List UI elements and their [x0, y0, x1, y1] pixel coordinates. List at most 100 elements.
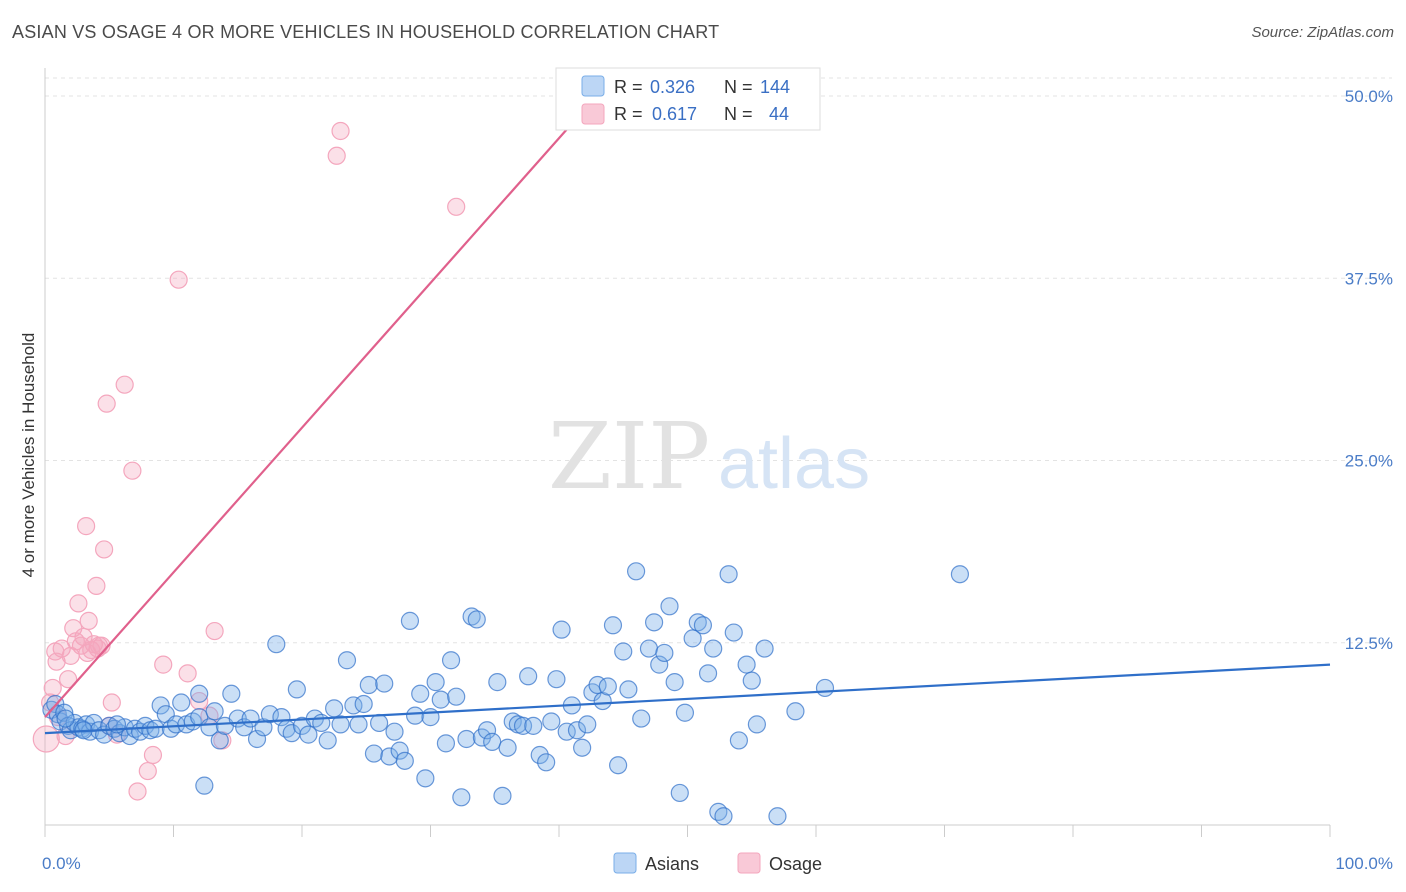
osage-point	[154, 655, 173, 674]
asian-point	[603, 616, 623, 635]
asian-point	[299, 725, 318, 744]
asian-point	[755, 639, 774, 658]
osage-point	[331, 121, 350, 141]
legend-top: R = 0.326 N = 144 R = 0.617 N = 44	[555, 67, 821, 131]
asian-point	[462, 607, 481, 626]
asian-point	[609, 756, 628, 775]
asian-point	[416, 769, 435, 788]
asian-point	[318, 731, 337, 750]
y-axis-title: 4 or more Vehicles in Household	[19, 333, 38, 578]
asian-point	[698, 664, 718, 683]
asian-point	[815, 678, 835, 698]
asian-point	[405, 706, 425, 725]
y-tick-label-3: 50.0%	[1345, 87, 1393, 106]
asian-points	[42, 562, 970, 826]
asian-point	[375, 674, 394, 693]
asian-point	[519, 667, 538, 686]
asian-point	[151, 696, 170, 715]
asian-point	[354, 694, 373, 714]
legend-r-value-osage: 0.617	[652, 104, 697, 124]
osage-point	[43, 678, 62, 698]
asian-point	[493, 786, 512, 805]
y-tick-labels: 12.5% 25.0% 37.5% 50.0%	[1345, 87, 1393, 653]
osage-point	[178, 664, 197, 683]
chart-title: ASIAN VS OSAGE 4 OR MORE VEHICLES IN HOU…	[12, 22, 720, 42]
y-tick-label-2: 37.5%	[1345, 269, 1393, 288]
legend-bottom-label-asians: Asians	[645, 854, 699, 874]
osage-point	[327, 146, 346, 165]
legend-bottom-swatch-asians	[613, 852, 637, 874]
asian-point	[693, 616, 713, 635]
osage-point	[69, 594, 88, 613]
asian-point	[719, 565, 738, 584]
asian-point	[724, 623, 743, 642]
asian-point	[537, 753, 556, 772]
asian-point	[530, 745, 549, 765]
asian-point	[426, 673, 445, 692]
osage-point	[78, 643, 97, 663]
legend-n-label-asians: N =	[724, 77, 753, 97]
asian-point	[552, 620, 571, 639]
asian-point	[370, 713, 389, 733]
asian-point	[729, 731, 749, 750]
legend-n-label-osage: N =	[724, 104, 753, 124]
asian-point	[337, 651, 357, 670]
asian-point	[467, 610, 486, 629]
asian-point	[146, 719, 165, 738]
asian-point	[312, 713, 331, 733]
osage-point	[115, 375, 134, 394]
asian-point	[670, 783, 689, 803]
asian-point	[411, 684, 430, 703]
osage-point	[87, 576, 106, 595]
axes	[44, 68, 1331, 837]
osage-point	[169, 270, 188, 289]
watermark-atlas: atlas	[718, 424, 870, 504]
trend-line-osage	[44, 128, 568, 718]
osage-point	[102, 693, 121, 712]
asian-point	[768, 807, 787, 826]
asian-point	[452, 788, 471, 807]
asian-point	[567, 721, 587, 740]
asian-point	[483, 732, 502, 751]
asian-point	[655, 643, 674, 663]
asian-point	[172, 693, 191, 712]
asian-point	[737, 655, 756, 674]
asian-point	[395, 751, 414, 770]
asian-point	[498, 738, 517, 757]
asian-point	[447, 687, 466, 706]
legend-swatch-asians	[581, 75, 605, 97]
asian-point	[619, 680, 638, 699]
x-tick-labels: 0.0% 100.0%	[42, 854, 1393, 873]
asian-point	[688, 613, 707, 632]
osage-point	[97, 394, 116, 413]
osage-point	[447, 197, 466, 216]
trend-lines	[44, 128, 1331, 735]
legend-bottom: Asians Osage	[613, 852, 822, 874]
asian-point	[364, 744, 384, 763]
asian-point	[626, 562, 646, 581]
osage-point	[32, 725, 60, 753]
asian-point	[390, 741, 409, 760]
asian-point	[675, 703, 695, 722]
osage-point	[138, 761, 157, 781]
asian-point	[665, 673, 684, 692]
osage-point	[205, 621, 224, 641]
legend-r-value-asians: 0.326	[650, 77, 695, 97]
asian-point	[477, 721, 497, 740]
asian-point	[457, 729, 476, 749]
trend-line-asians	[44, 663, 1331, 735]
legend-r-label-asians: R =	[614, 77, 643, 97]
asian-point	[190, 684, 209, 703]
osage-point	[128, 782, 147, 801]
asian-point	[714, 807, 733, 826]
legend-swatch-osage	[581, 103, 605, 125]
asian-point	[385, 722, 404, 741]
asian-point	[639, 639, 659, 658]
asian-point	[436, 734, 456, 753]
osage-point	[123, 461, 142, 480]
watermark-zip: ZIP	[548, 403, 710, 510]
asian-point	[660, 597, 679, 616]
legend-n-value-asians: 144	[760, 77, 790, 97]
asian-point	[331, 715, 350, 734]
